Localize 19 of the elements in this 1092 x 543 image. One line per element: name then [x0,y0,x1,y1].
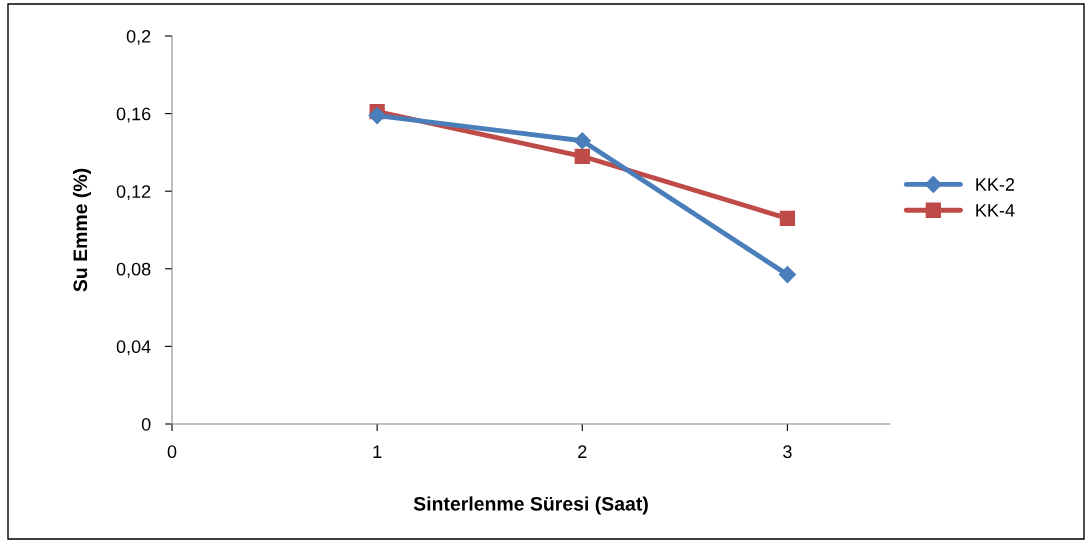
y-tick-label: 0,12 [116,185,151,201]
x-tick-label: 2 [578,445,587,458]
x-tick-label: 3 [783,445,792,459]
point [368,106,386,125]
point [573,132,591,150]
point [779,210,796,226]
x-tick-label: 0 [167,445,177,459]
y-tick-label: 0,08 [116,262,151,278]
y-tick-label: 0,16 [116,107,151,123]
y-tick-label: 0,2 [126,29,151,45]
legend-label: KK-2 [976,178,1015,191]
y-tick-label: 0,04 [116,340,151,356]
point [574,148,590,164]
point [778,266,796,284]
y-tick-label: 0 [141,417,151,431]
x-tick-label: 1 [373,445,382,458]
x-axis-title: Sinterlenme Süresi (Saat) [413,496,648,515]
y-axis-title: Su Emme (%) [72,168,92,292]
legend-label: KK-4 [976,204,1015,217]
